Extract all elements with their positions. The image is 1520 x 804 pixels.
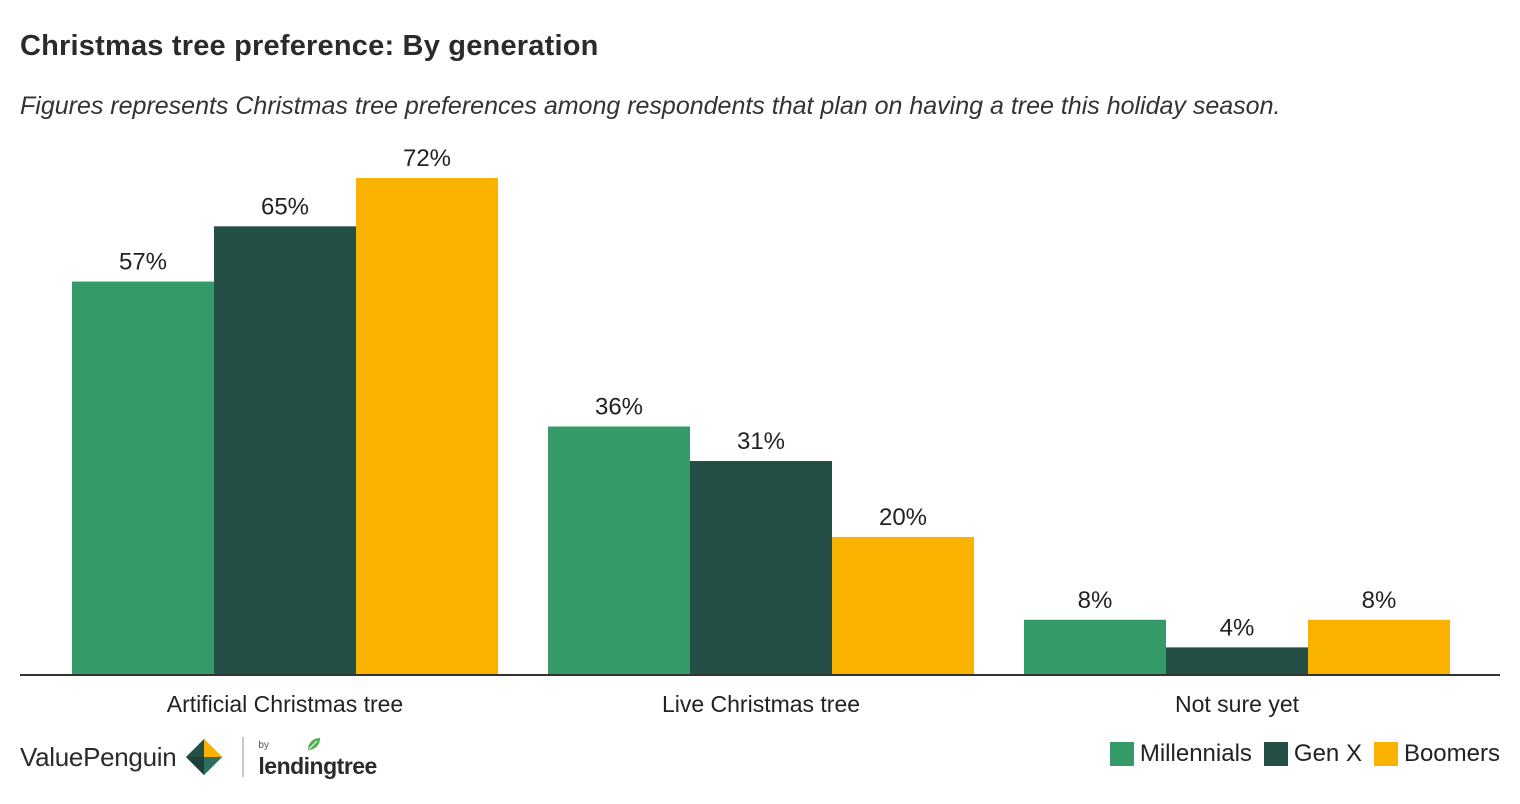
legend-label-millennials: Millennials bbox=[1139, 740, 1252, 767]
legend-item-boomers: Boomers bbox=[1373, 740, 1500, 768]
data-label-artificial-genx: 65% bbox=[261, 193, 309, 220]
data-label-artificial-millennials: 57% bbox=[119, 249, 167, 276]
valuepenguin-wordmark: ValuePenguin bbox=[20, 741, 177, 772]
data-label-live-boomers: 20% bbox=[879, 504, 927, 531]
bar-not-sure-genx bbox=[1166, 647, 1308, 675]
bar-artificial-millennials bbox=[72, 281, 214, 675]
data-label-not-sure-millennials: 8% bbox=[1078, 587, 1113, 614]
logo-divider bbox=[242, 737, 245, 777]
legend-item-genx: Gen X bbox=[1263, 740, 1362, 768]
penguin-diamond-icon bbox=[186, 739, 223, 775]
bar-not-sure-millennials bbox=[1024, 619, 1166, 675]
leaf-icon bbox=[308, 738, 321, 750]
bar-chart: 57% 65% 72% Artificial Christmas tree 36% 31%… bbox=[20, 145, 1500, 717]
data-label-live-millennials: 36% bbox=[595, 394, 643, 421]
legend-label-genx: Gen X bbox=[1293, 740, 1362, 767]
legend-item-millennials: Millennials bbox=[1109, 740, 1252, 768]
data-label-not-sure-genx: 4% bbox=[1220, 614, 1255, 641]
category-label-artificial: Artificial Christmas tree bbox=[167, 691, 403, 717]
bar-live-genx bbox=[690, 461, 832, 675]
data-label-live-genx: 31% bbox=[737, 428, 785, 455]
lendingtree-wordmark: lendingtree bbox=[258, 753, 377, 779]
valuepenguin-logo[interactable]: ValuePenguin by lendingtree bbox=[20, 734, 377, 780]
lendingtree-by-label: by bbox=[258, 740, 269, 751]
data-label-artificial-boomers: 72% bbox=[403, 145, 451, 172]
legend-swatch-millennials bbox=[1109, 742, 1134, 766]
category-label-live: Live Christmas tree bbox=[662, 691, 860, 717]
legend-label-boomers: Boomers bbox=[1403, 740, 1500, 767]
chart-subtitle: Figures represents Christmas tree prefer… bbox=[20, 92, 1281, 120]
bar-live-boomers bbox=[832, 536, 974, 675]
lendingtree-logo: by lendingtree bbox=[258, 736, 377, 779]
bar-live-millennials bbox=[548, 426, 690, 675]
legend-swatch-genx bbox=[1263, 742, 1288, 766]
legend-swatch-boomers bbox=[1373, 742, 1398, 766]
bar-not-sure-boomers bbox=[1308, 619, 1450, 675]
chart-legend: Millennials Gen X Boomers bbox=[1098, 740, 1500, 768]
bar-artificial-boomers bbox=[356, 178, 498, 675]
bar-artificial-genx bbox=[214, 226, 356, 675]
chart-title: Christmas tree preference: By generation bbox=[20, 30, 599, 62]
data-label-not-sure-boomers: 8% bbox=[1362, 587, 1397, 614]
category-label-not-sure: Not sure yet bbox=[1175, 691, 1300, 717]
